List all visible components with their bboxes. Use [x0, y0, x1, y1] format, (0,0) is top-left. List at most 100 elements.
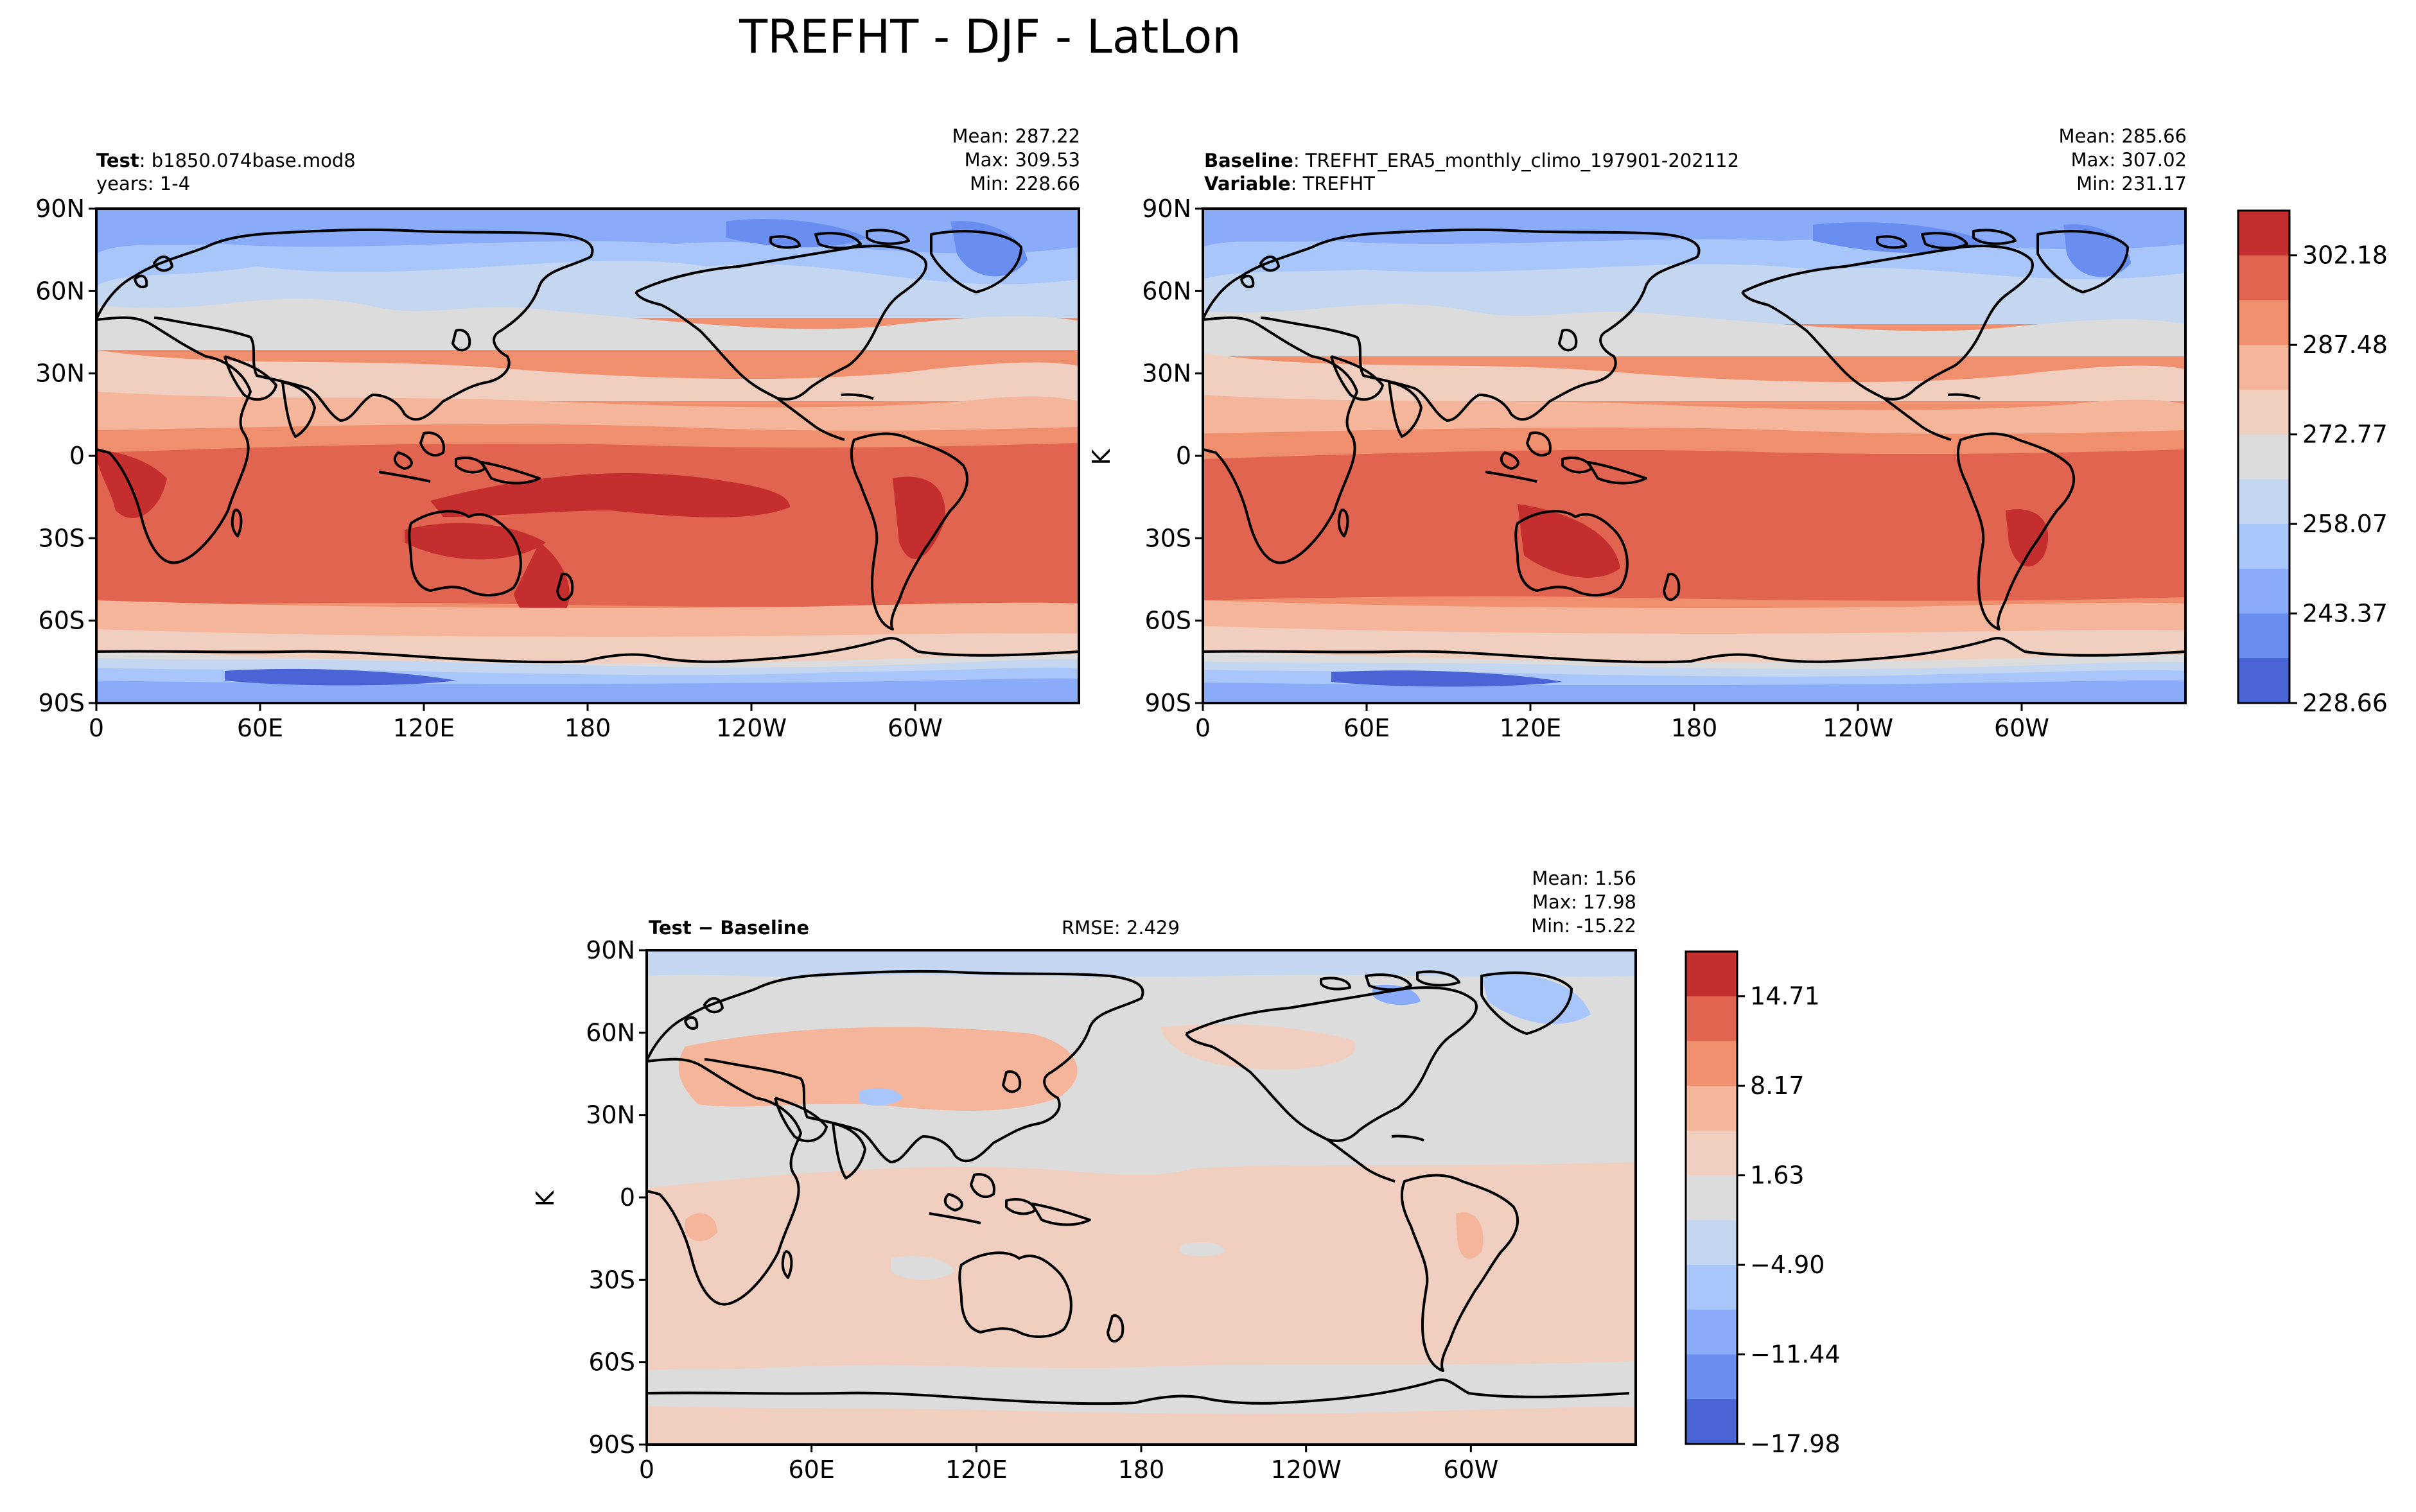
- lon-tick-label: 120E: [393, 714, 455, 742]
- lon-tick-label: 180: [1671, 714, 1718, 742]
- figure-title: TREFHT - DJF - LatLon: [739, 10, 1241, 64]
- lon-tick-label: 120E: [945, 1456, 1008, 1484]
- colorbar-segment: [2238, 658, 2289, 704]
- diff-label: Test − Baseline: [649, 917, 809, 939]
- colorbar-tick-label: 272.77: [2302, 421, 2388, 449]
- diff-mean: Mean: 1.56: [1532, 867, 1636, 889]
- lat-tick-label: 60S: [1145, 607, 1191, 635]
- baseline-min: Min: 231.17: [2076, 173, 2187, 195]
- test-lon-axis: 0 60E 120E 180 120W 60W: [89, 703, 943, 742]
- colorbar-segment: [2238, 389, 2289, 435]
- colorbar-segment: [2238, 211, 2289, 256]
- diff-map: [647, 950, 1636, 1445]
- colorbar-tick-label: 228.66: [2302, 689, 2388, 717]
- colorbar-segment: [2238, 345, 2289, 390]
- colorbar-segment: [2238, 613, 2289, 659]
- lat-tick-label: 30S: [39, 524, 85, 552]
- diff-rmse: RMSE: 2.429: [1062, 917, 1180, 939]
- test-mean: Mean: 287.22: [952, 125, 1080, 147]
- colorbar-frame: [2237, 209, 2291, 704]
- colorbar-tick-label: −11.44: [1750, 1341, 1841, 1369]
- lat-tick-label: 60S: [589, 1348, 635, 1377]
- baseline-map: [1203, 209, 2185, 703]
- lon-tick-label: 0: [1195, 714, 1211, 742]
- baseline-panel: Baseline: TREFHT_ERA5_monthly_climo_1979…: [1087, 125, 2187, 742]
- lat-tick-label: 0: [69, 442, 85, 470]
- colorbar-tick-label: 243.37: [2302, 600, 2388, 628]
- test-max: Max: 309.53: [965, 149, 1080, 171]
- lon-tick-label: 180: [1118, 1456, 1165, 1484]
- lat-tick-label: 0: [620, 1183, 635, 1212]
- lon-tick-label: 0: [639, 1456, 654, 1484]
- lat-tick-label: 30S: [1145, 524, 1191, 552]
- lon-tick-label: 60W: [1443, 1456, 1498, 1484]
- colorbar-segment: [2238, 434, 2289, 480]
- lat-tick-label: 90S: [1145, 689, 1191, 717]
- lon-tick-label: 120W: [1823, 714, 1893, 742]
- lon-tick-label: 0: [89, 714, 104, 742]
- colorbar-segment: [2238, 300, 2289, 345]
- test-label: Test: b1850.074base.mod8: [96, 150, 356, 171]
- colorbar-segment: [2238, 524, 2289, 569]
- lat-tick-label: 60N: [35, 277, 85, 305]
- lat-tick-label: 60N: [1142, 277, 1191, 305]
- colorbar-tick-label: 14.71: [1750, 982, 1820, 1011]
- diff-lat-axis: 90N 60N 30N 0 30S 60S 90S: [586, 936, 647, 1459]
- diff-ylabel: K: [531, 1190, 559, 1206]
- lat-tick-label: 90N: [1142, 195, 1191, 223]
- colorbar-segment: [2238, 479, 2289, 525]
- colorbar-segment: [1686, 1354, 1737, 1400]
- colorbar-segment: [1686, 1041, 1737, 1086]
- lon-tick-label: 60E: [237, 714, 283, 742]
- lon-tick-label: 120E: [1500, 714, 1562, 742]
- lat-tick-label: 30S: [589, 1265, 635, 1294]
- diff-min: Min: -15.22: [1531, 915, 1636, 937]
- lat-tick-label: 30N: [35, 360, 85, 388]
- lat-tick-label: 90S: [39, 689, 85, 717]
- colorbar-tick-label: 287.48: [2302, 331, 2388, 359]
- baseline-ylabel: K: [1087, 448, 1116, 465]
- colorbar-segment: [2238, 255, 2289, 300]
- lat-tick-label: 90N: [586, 936, 635, 964]
- colorbar-tick-label: 302.18: [2302, 241, 2388, 270]
- lat-tick-label: 30N: [586, 1101, 635, 1129]
- diff-panel: Test − Baseline RMSE: 2.429 Mean: 1.56 M…: [531, 867, 1637, 1484]
- diff-colorbar: 14.71 8.17 1.63 −4.90 −11.44 −17.98: [1685, 950, 1841, 1458]
- test-panel: Test: b1850.074base.mod8 years: 1-4 Mean…: [35, 125, 1080, 742]
- lat-tick-label: 90S: [589, 1430, 635, 1459]
- colorbar-tick-label: 258.07: [2302, 510, 2388, 538]
- baseline-variable: Variable: TREFHT: [1204, 173, 1375, 195]
- test-map: [96, 209, 1079, 703]
- colorbar-segment: [1686, 1220, 1737, 1265]
- baseline-label: Baseline: TREFHT_ERA5_monthly_climo_1979…: [1204, 150, 1739, 171]
- test-min: Min: 228.66: [970, 173, 1080, 195]
- colorbar-tick-label: −17.98: [1750, 1430, 1841, 1458]
- lon-tick-label: 60E: [1344, 714, 1390, 742]
- colorbar-tick-label: −4.90: [1750, 1251, 1825, 1279]
- lat-tick-label: 30N: [1142, 360, 1191, 388]
- baseline-max: Max: 307.02: [2071, 149, 2187, 171]
- colorbar-segment: [1686, 1399, 1737, 1445]
- baseline-lat-axis: 90N 60N 30N 0 30S 60S 90S: [1142, 195, 1203, 717]
- lon-tick-label: 60W: [1994, 714, 2049, 742]
- colorbar-segment: [1686, 1175, 1737, 1221]
- colorbar-tick-label: 1.63: [1750, 1161, 1805, 1190]
- diff-lon-axis: 0 60E 120E 180 120W 60W: [639, 1445, 1498, 1484]
- lat-tick-label: 90N: [35, 195, 85, 223]
- lat-tick-label: 60S: [39, 607, 85, 635]
- lat-tick-label: 60N: [586, 1018, 635, 1047]
- lon-tick-label: 60E: [788, 1456, 834, 1484]
- colorbar-frame: [1685, 950, 1738, 1445]
- colorbar-segment: [1686, 1130, 1737, 1176]
- colorbar-segment: [1686, 952, 1737, 997]
- lon-tick-label: 180: [565, 714, 611, 742]
- test-lat-axis: 90N 60N 30N 0 30S 60S 90S: [35, 195, 96, 717]
- main-colorbar: 302.18 287.48 272.77 258.07 243.37 228.66: [2237, 209, 2388, 717]
- colorbar-segment: [1686, 996, 1737, 1041]
- baseline-mean: Mean: 285.66: [2059, 125, 2187, 147]
- lat-tick-label: 0: [1176, 442, 1191, 470]
- lon-tick-label: 60W: [888, 714, 943, 742]
- colorbar-segment: [1686, 1265, 1737, 1310]
- colorbar-tick-label: 8.17: [1750, 1072, 1805, 1100]
